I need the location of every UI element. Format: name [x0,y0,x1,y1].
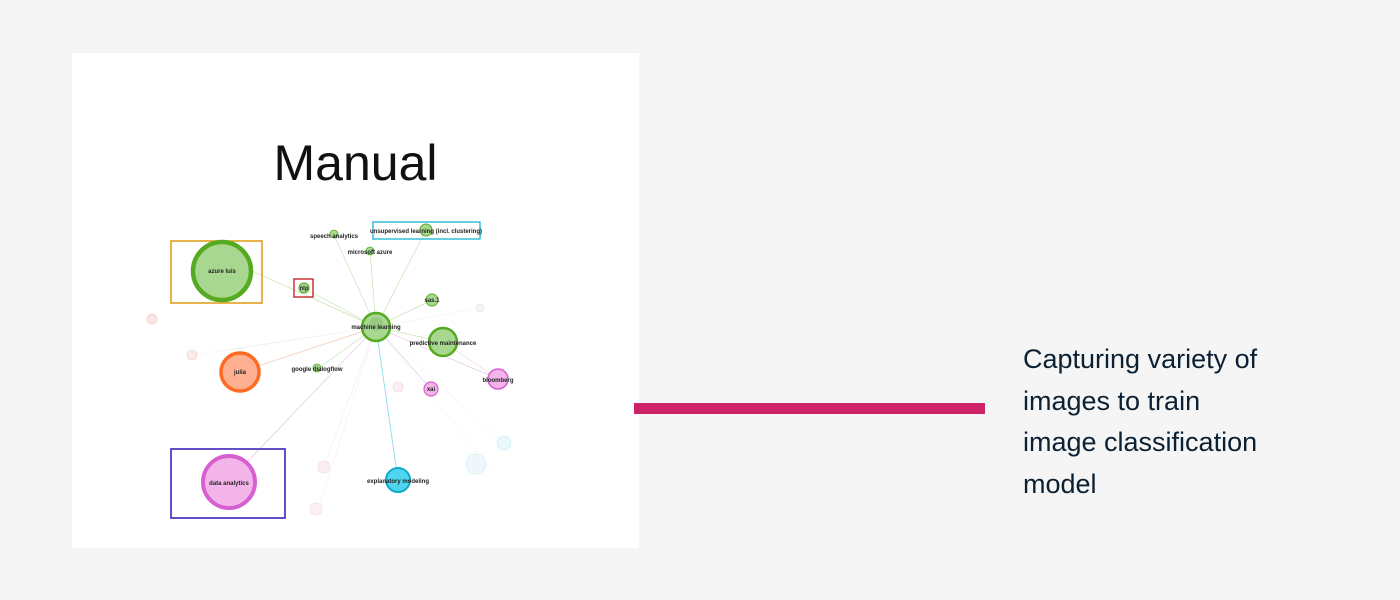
node-microsoft-azure[interactable]: microsoft azure [348,246,393,256]
node-circle [298,282,310,294]
node-machine-learning[interactable]: machine learning [351,311,401,343]
node-circle [419,223,433,237]
node-unsupervised-learning[interactable]: unsupervised learning (incl. clustering) [370,223,482,237]
node-label: predictive maintenance [410,341,477,347]
node-label: machine learning [351,325,401,331]
node-sas[interactable]: sas.1 [424,293,440,307]
edge [375,229,427,328]
edge [251,270,377,328]
edge [239,326,377,373]
node-label: azure luis [208,269,236,275]
node-circle [423,381,439,397]
node-julia[interactable]: julia [219,351,261,393]
caption-line: images to train [1023,385,1201,416]
node-circle [385,467,411,493]
node-label: nlp [300,286,309,292]
node-label: sas.1 [424,298,440,304]
node-circle [190,239,254,303]
node-circle [487,368,509,390]
faint-node [309,502,323,516]
edge [333,234,377,328]
connector-line [634,403,985,414]
faint-node [475,303,485,313]
node-bloomberg[interactable]: bloomberg [483,368,514,390]
node-circle [427,326,459,358]
node-circle [219,351,261,393]
highlight-box-unsupervised-learning [372,221,481,240]
caption-line: image classification [1023,427,1258,457]
node-inner [369,317,383,331]
faint-background [146,303,512,516]
node-circle [365,246,375,256]
node-label: unsupervised learning (incl. clustering) [370,229,482,235]
caption: Capturing variety of images to train ima… [1023,339,1383,505]
graph-edges [228,229,499,482]
node-nlp[interactable]: nlp [298,282,310,294]
faint-node [186,349,198,361]
faint-node [146,313,158,325]
edge [228,326,377,482]
node-circle [201,454,257,510]
node-predictive-maintenance[interactable]: predictive maintenance [410,326,477,358]
faint-node [392,381,404,393]
node-circle [329,229,339,239]
faint-node [465,453,487,475]
node-label: microsoft azure [348,250,393,256]
caption-line: model [1023,468,1097,499]
node-label: speech analytics [310,234,359,240]
node-xai[interactable]: xai [423,381,439,397]
node-label: bloomberg [483,378,514,384]
node-explanatory-modeling[interactable]: explanatory modeling [367,467,429,493]
graph-nodes: azure luis nlp speech analytics microsof… [190,223,514,510]
faint-node [496,435,512,451]
node-google-dialogflow[interactable]: google dialogflow [292,363,343,373]
node-label: data analytics [209,481,249,487]
node-data-analytics[interactable]: data analytics [201,454,257,510]
highlight-box-nlp [293,278,314,298]
caption-line: Capturing variety of [1023,344,1258,374]
node-label: explanatory modeling [367,479,429,485]
node-label: xai [427,387,436,393]
highlight-box-data-analytics [170,448,286,519]
diagram-card: Manual [72,53,639,548]
node-label: google dialogflow [292,367,343,373]
faint-node [317,460,331,474]
card-title: Manual [273,135,438,191]
node-azure-luis[interactable]: azure luis [190,239,254,303]
node-circle [425,293,439,307]
network-graph: azure luis nlp speech analytics microsof… [146,221,514,519]
node-label: julia [233,370,247,376]
node-circle [312,363,322,373]
node-speech-analytics[interactable]: speech analytics [310,229,359,240]
edge [375,326,399,481]
